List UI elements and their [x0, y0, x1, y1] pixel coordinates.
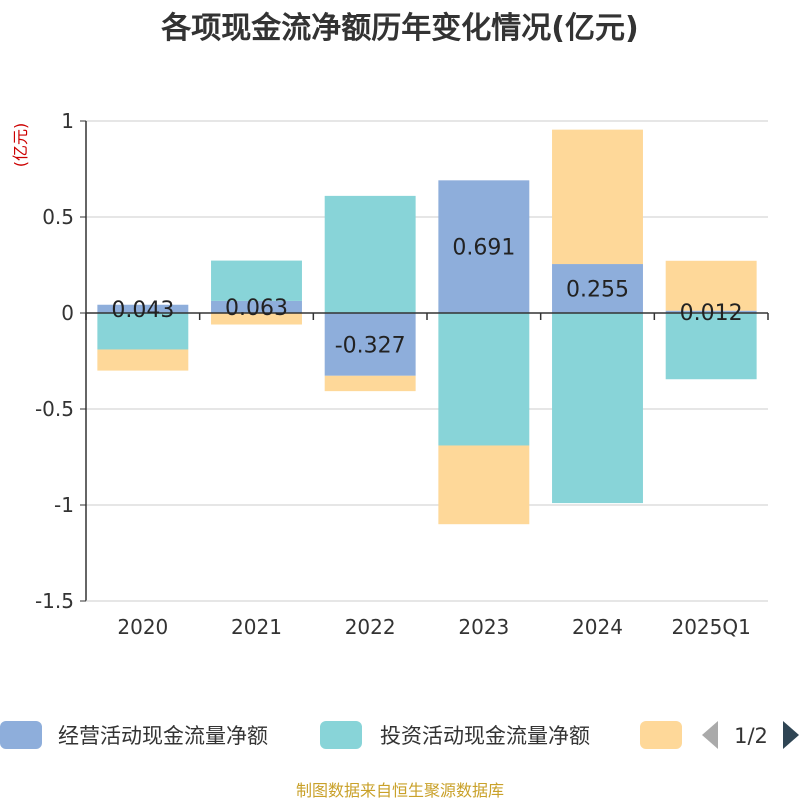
- source-note: 制图数据来自恒生聚源数据库: [296, 781, 504, 800]
- axes: [80, 120, 769, 602]
- legend-next-icon[interactable]: [783, 721, 799, 749]
- legend[interactable]: 经营活动现金流量净额 投资活动现金流量净额 1/2: [0, 721, 799, 749]
- bar-series-1[interactable]: [324, 313, 416, 376]
- legend-label: 经营活动现金流量净额: [58, 724, 268, 748]
- bar-series-2[interactable]: [97, 313, 189, 350]
- bar-series-2[interactable]: [438, 313, 530, 446]
- legend-page-indicator: 1/2: [734, 724, 768, 748]
- data-label: 0.255: [566, 278, 629, 303]
- bar-series-2[interactable]: [211, 260, 302, 301]
- bar-series-2[interactable]: [665, 313, 757, 380]
- x-tick-label: 2023: [458, 615, 509, 639]
- legend-item-2[interactable]: 投资活动现金流量净额: [320, 721, 590, 749]
- bars: [97, 129, 757, 525]
- bar-series-2[interactable]: [324, 195, 416, 313]
- bar-series-1[interactable]: [211, 300, 302, 313]
- x-tick-label: 2020: [117, 615, 168, 639]
- y-tick-label: 0: [61, 301, 74, 325]
- y-tick-label: -1.5: [35, 589, 74, 613]
- bar-series-1[interactable]: [97, 304, 189, 313]
- bar-series-3[interactable]: [552, 129, 643, 265]
- y-tick-label: -0.5: [35, 397, 74, 421]
- tick-labels: 1 0.5 0 -0.5 -1 -1.5 2020 2021 2022 2023 2024 2025Q…: [35, 109, 751, 639]
- data-label: 0.043: [111, 298, 174, 323]
- y-tick-label: 1: [61, 109, 74, 133]
- data-labels: 0.043 0.063 -0.327 0.691 0.255 0.012: [111, 236, 742, 359]
- data-label: 0.691: [452, 236, 515, 261]
- data-label: 0.012: [680, 301, 743, 326]
- chart-title: 各项现金流净额历年变化情况(亿元): [160, 11, 638, 46]
- bar-series-3[interactable]: [438, 445, 530, 525]
- y-tick-label: -1: [54, 493, 74, 517]
- bar-series-1[interactable]: [438, 180, 530, 313]
- x-tick-label: 2021: [231, 615, 282, 639]
- bar-series-2[interactable]: [552, 313, 643, 504]
- legend-prev-icon[interactable]: [702, 721, 718, 749]
- legend-item-3[interactable]: [640, 721, 682, 749]
- y-tick-label: 0.5: [42, 205, 74, 229]
- legend-label: 投资活动现金流量净额: [380, 724, 590, 748]
- data-label: 0.063: [225, 296, 288, 321]
- legend-swatch: [0, 721, 42, 749]
- bar-series-3[interactable]: [665, 260, 757, 311]
- legend-item-1[interactable]: 经营活动现金流量净额: [0, 721, 268, 749]
- data-label: -0.327: [335, 333, 406, 358]
- legend-swatch: [320, 721, 362, 749]
- x-tick-label: 2025Q1: [671, 615, 750, 639]
- bar-series-3[interactable]: [211, 313, 302, 325]
- bar-series-3[interactable]: [324, 375, 416, 392]
- y-axis-label: (亿元): [11, 123, 30, 168]
- x-tick-label: 2024: [572, 615, 623, 639]
- x-tick-label: 2022: [345, 615, 396, 639]
- bar-series-1[interactable]: [552, 264, 643, 313]
- bar-series-1[interactable]: [665, 310, 757, 313]
- bar-series-3[interactable]: [97, 349, 189, 371]
- legend-swatch: [640, 721, 682, 749]
